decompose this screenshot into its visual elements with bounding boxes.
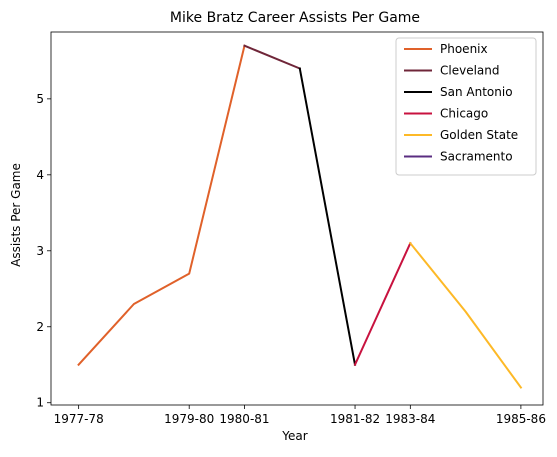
x-tick-label: 1980-81 xyxy=(219,412,269,426)
x-tick-label: 1981-82 xyxy=(330,412,380,426)
series-line-cleveland xyxy=(243,44,302,70)
axes: 1977-78 1979-80 1980-81 1981-82 1983-84 1985-… xyxy=(36,31,546,426)
legend-label-cleveland: Cleveland xyxy=(440,64,500,78)
series-line-golden-state xyxy=(408,241,523,389)
plot-frame xyxy=(50,31,544,406)
y-tick-label: 1 xyxy=(36,396,44,410)
legend-label-phoenix: Phoenix xyxy=(440,42,488,56)
y-tick-label: 5 xyxy=(36,92,44,106)
x-tick-label: 1983-84 xyxy=(385,412,435,426)
x-axis-label: Year xyxy=(281,429,307,443)
legend-label-chicago: Chicago xyxy=(440,107,488,121)
legend-box xyxy=(395,37,537,176)
x-tick-label: 1977-78 xyxy=(54,412,104,426)
legend-label-golden-state: Golden State xyxy=(440,128,518,142)
legend-label-san-antonio: San Antonio xyxy=(440,85,513,99)
plot-area xyxy=(77,44,523,389)
y-tick-label: 2 xyxy=(36,320,44,334)
chart-title: Mike Bratz Career Assists Per Game xyxy=(170,10,420,26)
x-tick-label: 1985-86 xyxy=(496,412,546,426)
series-line-chicago xyxy=(353,241,412,367)
series-line-san-antonio xyxy=(298,67,357,366)
y-axis-label: Assists Per Game xyxy=(9,163,23,267)
legend: Phoenix Cleveland San Antonio Chicago Golden… xyxy=(395,37,537,176)
legend-label-sacramento: Sacramento xyxy=(440,150,513,164)
series-line-phoenix xyxy=(77,44,246,367)
y-tick-label: 3 xyxy=(36,244,44,258)
y-tick-label: 4 xyxy=(36,168,44,182)
x-tick-label: 1979-80 xyxy=(164,412,214,426)
